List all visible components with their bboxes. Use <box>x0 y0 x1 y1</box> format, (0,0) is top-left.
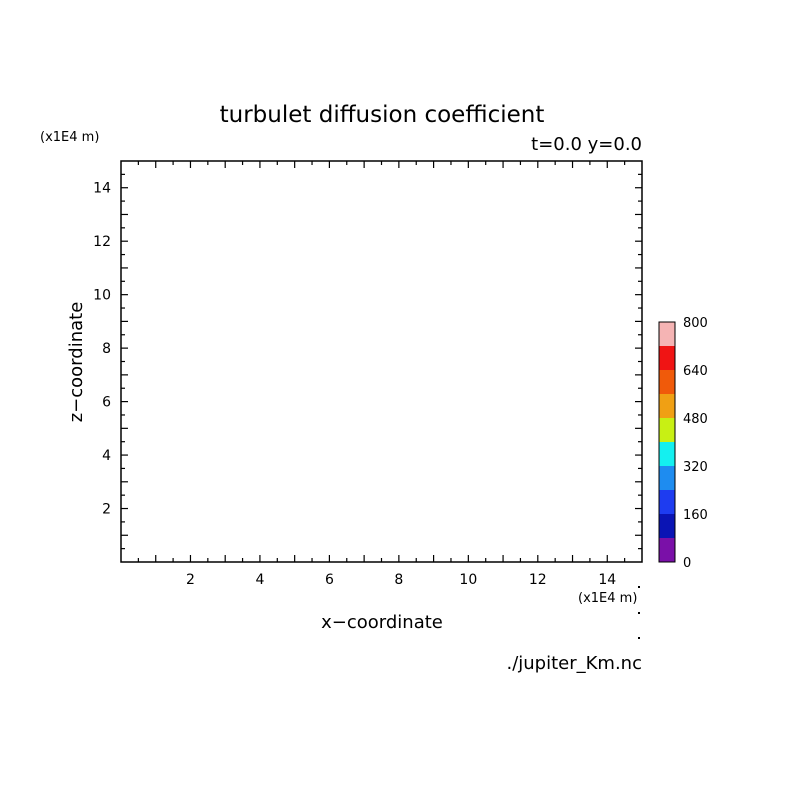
colorbar-segment <box>659 346 675 370</box>
colorbar-labels: 0 160 320 480 640 800 <box>683 316 708 571</box>
chart-subtitle: t=0.0 y=0.0 <box>531 134 642 155</box>
x-tick-label: 14 <box>598 572 616 588</box>
colorbar <box>658 321 676 563</box>
x-tick-label: 10 <box>459 572 477 588</box>
x-axis-unit: (x1E4 m) <box>578 591 637 606</box>
marker-dots <box>638 586 640 639</box>
colorbar-segment <box>659 514 675 538</box>
colorbar-tick-label: 640 <box>683 364 708 379</box>
x-axis-label: x−coordinate <box>321 612 443 633</box>
x-tick-labels: 2 4 6 8 10 12 14 <box>186 572 616 588</box>
colorbar-segment <box>659 322 675 346</box>
colorbar-tick-label: 160 <box>683 508 708 523</box>
x-tick-label: 4 <box>255 572 264 588</box>
plot-frame <box>120 160 643 563</box>
colorbar-segment <box>659 466 675 490</box>
colorbar-tick-label: 320 <box>683 460 708 475</box>
source-file-label: ./jupiter_Km.nc <box>506 653 642 674</box>
colorbar-segment <box>659 490 675 514</box>
y-tick-label: 10 <box>93 288 111 304</box>
y-tick-label: 8 <box>102 341 111 357</box>
y-tick-label: 12 <box>93 234 111 250</box>
x-tick-label: 8 <box>394 572 403 588</box>
x-tick-label: 12 <box>529 572 547 588</box>
colorbar-segment <box>659 394 675 418</box>
y-tick-label: 6 <box>102 395 111 411</box>
colorbar-segment <box>659 370 675 394</box>
colorbar-tick-label: 480 <box>683 412 708 427</box>
colorbar-segment <box>659 418 675 442</box>
colorbar-frame <box>658 321 676 563</box>
y-axis-unit: (x1E4 m) <box>40 130 99 145</box>
y-tick-labels: 2 4 6 8 10 12 14 <box>93 181 111 518</box>
colorbar-segment <box>659 442 675 466</box>
axis-ticks <box>121 161 642 562</box>
colorbar-tick-label: 0 <box>683 556 691 571</box>
y-axis-label: z−coordinate <box>66 302 87 423</box>
x-tick-label: 6 <box>325 572 334 588</box>
y-tick-label: 4 <box>102 448 111 464</box>
colorbar-segment <box>659 538 675 562</box>
chart-title: turbulet diffusion coefficient <box>220 102 545 128</box>
y-tick-label: 14 <box>93 181 111 197</box>
y-tick-label: 2 <box>102 502 111 518</box>
colorbar-tick-label: 800 <box>683 316 708 331</box>
x-tick-label: 2 <box>186 572 195 588</box>
